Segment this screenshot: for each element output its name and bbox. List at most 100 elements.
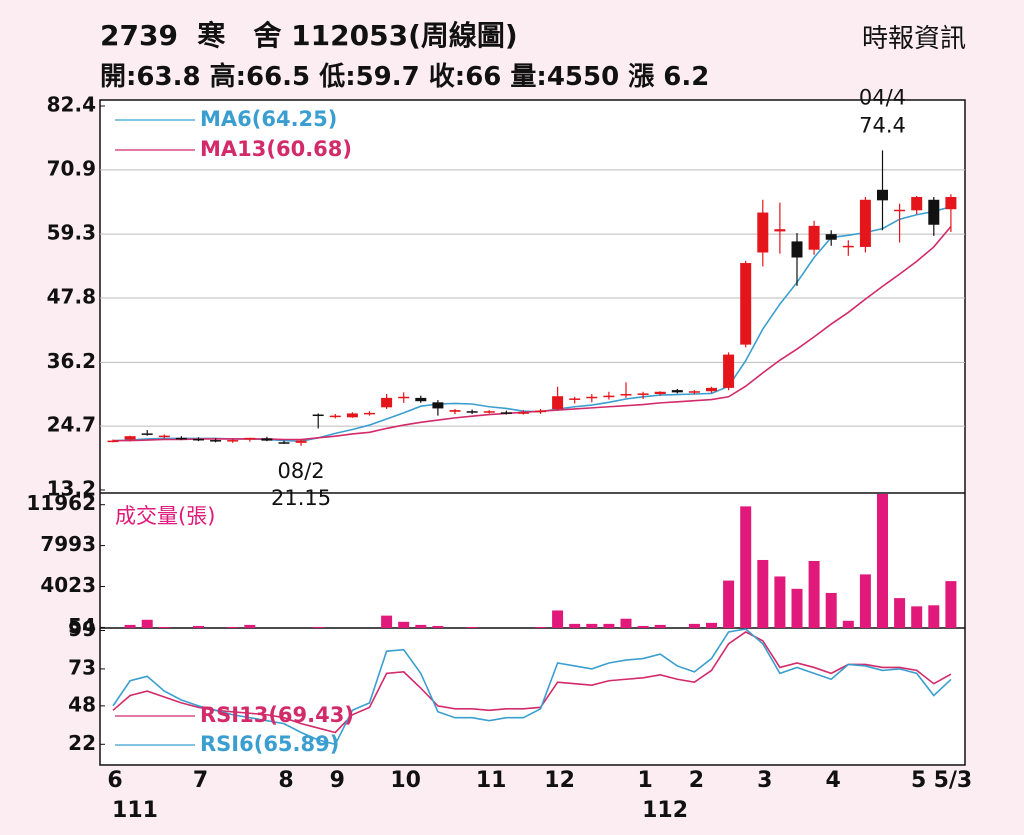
- volume-bar: [911, 606, 923, 628]
- volume-bar: [928, 605, 940, 628]
- candle-body: [723, 354, 735, 388]
- legend-label: RSI6(65.89): [200, 732, 339, 756]
- candle-body: [757, 212, 769, 253]
- x-tick-label: 6: [107, 768, 122, 793]
- volume-bar: [193, 625, 204, 628]
- candle-body: [877, 189, 888, 201]
- candle-body: [312, 414, 324, 417]
- y-tick-label: 59.3: [47, 221, 96, 245]
- panel-title: 成交量(張): [115, 504, 215, 528]
- candle-body: [706, 387, 717, 392]
- volume-bar: [312, 626, 324, 628]
- candle-body: [466, 411, 478, 413]
- candle-body: [398, 396, 410, 399]
- candle-body: [381, 397, 393, 408]
- candle-body: [295, 440, 307, 443]
- x-tick-label: 11: [476, 768, 507, 793]
- volume-bar: [859, 574, 871, 628]
- candle-body: [774, 229, 786, 232]
- y-tick-label: 24.7: [47, 413, 96, 437]
- candle-body: [227, 440, 239, 442]
- series-line: [112, 628, 952, 746]
- candle-body: [107, 440, 119, 443]
- x-tick-label: 5: [911, 768, 926, 793]
- y-tick-label: 36.2: [47, 349, 96, 373]
- x-tick-label: 1: [637, 768, 652, 793]
- candle-body: [500, 412, 512, 414]
- y-tick-label: 70.9: [47, 156, 96, 180]
- volume-bar: [654, 624, 666, 628]
- volume-bar: [603, 623, 615, 628]
- candle-body: [158, 435, 170, 438]
- volume-bar: [141, 619, 153, 628]
- candle-body: [894, 209, 906, 212]
- x-tick-label: 7: [193, 768, 208, 793]
- volume-bar: [825, 592, 837, 628]
- x-tick-label: 9: [330, 768, 345, 793]
- candle-body: [842, 245, 854, 248]
- candle-body: [141, 433, 153, 435]
- candle-body: [329, 415, 341, 418]
- annotation-date: 04/4: [859, 85, 906, 109]
- volume-bar: [552, 610, 564, 628]
- y-tick-label: 13.2: [47, 477, 96, 501]
- volume-bar: [244, 624, 256, 628]
- candle-body: [278, 442, 290, 444]
- y-tick-label: 47.8: [47, 285, 96, 309]
- candle-body: [791, 241, 803, 258]
- candle-body: [261, 438, 273, 441]
- legend-label: RSI13(69.43): [200, 703, 354, 727]
- y-tick-label: 11962: [26, 491, 96, 515]
- volume-bar: [842, 620, 854, 628]
- x-tick-label: 2: [689, 768, 704, 793]
- series-line: [112, 631, 952, 734]
- volume-bar: [688, 623, 700, 628]
- candle-body: [415, 397, 427, 402]
- x-tick-label: 12: [544, 768, 575, 793]
- candle-body: [449, 410, 461, 412]
- legend-label: MA6(64.25): [200, 107, 337, 131]
- candle-body: [740, 263, 752, 345]
- volume-bar: [432, 625, 444, 628]
- x-tick-label: 5/3: [934, 768, 973, 793]
- y-tick-label: 54: [68, 614, 96, 638]
- y-tick-label: 82.4: [47, 93, 96, 117]
- x-tick-label: 3: [757, 768, 772, 793]
- x-tick-label: 8: [278, 768, 293, 793]
- plot-frame: [99, 99, 966, 766]
- y-tick-label: 7993: [40, 532, 96, 556]
- candle-body: [517, 412, 529, 414]
- volume-bar: [124, 624, 136, 628]
- candle-body: [569, 398, 581, 400]
- volume-bar: [227, 626, 239, 628]
- candle-body: [654, 391, 666, 394]
- candle-body: [364, 412, 375, 415]
- volume-bar: [791, 588, 803, 628]
- volume-bar: [415, 624, 427, 628]
- volume-bar: [877, 494, 888, 628]
- candle-body: [175, 437, 187, 440]
- x-tick-label: 4: [826, 768, 841, 793]
- volume-bar: [620, 618, 632, 628]
- candle-body: [911, 197, 923, 211]
- candle-body: [620, 394, 632, 396]
- candle-body: [688, 391, 700, 393]
- volume-bar: [723, 580, 735, 628]
- volume-bar: [569, 623, 581, 628]
- page-title: 2739 寒 舍 112053(周線圖): [100, 19, 518, 52]
- volume-bar: [637, 625, 649, 628]
- candle-body: [859, 199, 871, 247]
- candle-body: [808, 225, 820, 250]
- legend-label: MA13(60.68): [200, 137, 352, 161]
- x-tick-label: 10: [390, 768, 421, 793]
- annotation-value: 21.15: [271, 486, 331, 510]
- y-tick-label: 48: [68, 692, 96, 716]
- candle-body: [244, 437, 256, 440]
- annotation-value: 74.4: [859, 113, 906, 137]
- volume-bar: [586, 623, 598, 628]
- candle-body: [193, 438, 204, 441]
- candle-body: [928, 199, 940, 225]
- annotation-date: 08/2: [278, 459, 325, 483]
